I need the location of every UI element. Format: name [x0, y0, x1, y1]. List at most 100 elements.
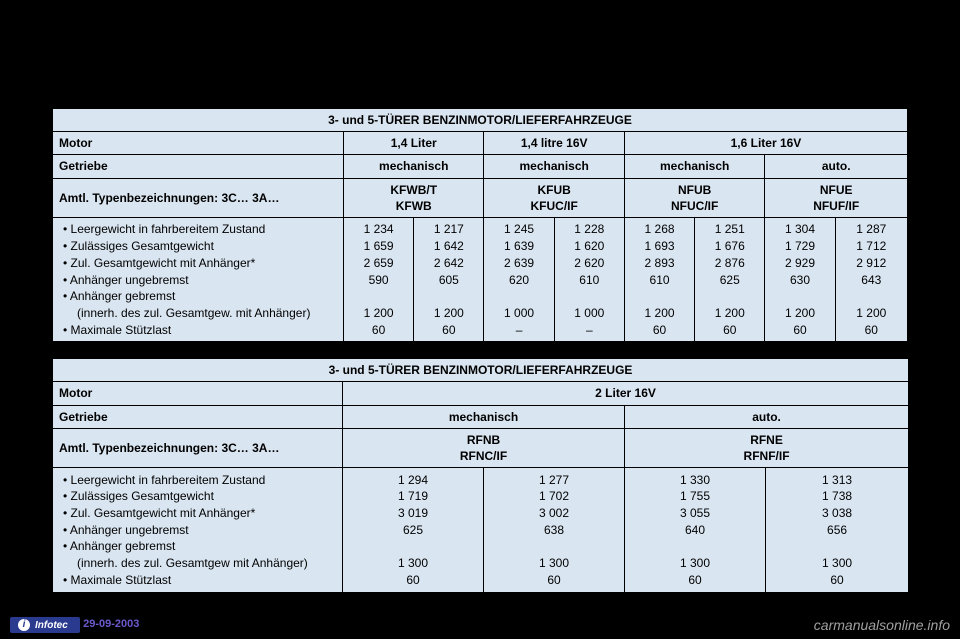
badge-text: Infotec	[35, 620, 68, 631]
cell: 610	[631, 272, 688, 288]
type-line: KFWB	[396, 199, 432, 213]
cell: 1 702	[490, 488, 618, 504]
cell: 1 000	[561, 305, 618, 321]
bullet-item: • Anhänger gebremst	[63, 538, 336, 554]
type-val: NFUE NFUF/IF	[765, 178, 908, 217]
cell: 3 038	[772, 505, 902, 521]
gear-val: auto.	[625, 405, 909, 428]
bullet-item: • Leergewicht in fahrbereitem Zustand	[63, 472, 336, 488]
cell: 1 642	[420, 238, 477, 254]
cell: 620	[490, 272, 547, 288]
cell: 60	[350, 322, 407, 338]
motor-label: Motor	[53, 132, 344, 155]
cell: 1 000	[490, 305, 547, 321]
cell: 1 228	[561, 221, 618, 237]
type-val: RFNE RFNF/IF	[625, 428, 909, 467]
cell: 643	[842, 272, 901, 288]
cell: 60	[420, 322, 477, 338]
value-col: 1 277 1 702 3 002 638 1 300 60	[484, 468, 625, 592]
cell: 2 876	[701, 255, 758, 271]
spec-table-b: 3- und 5-TÜRER BENZINMOTOR/LIEFERFAHRZEU…	[52, 358, 909, 592]
cell: 1 712	[842, 238, 901, 254]
cell: 60	[490, 572, 618, 588]
table-a-title: 3- und 5-TÜRER BENZINMOTOR/LIEFERFAHRZEU…	[53, 109, 908, 132]
cell: 590	[350, 272, 407, 288]
type-val: RFNB RFNC/IF	[343, 428, 625, 467]
cell: 1 659	[350, 238, 407, 254]
cell: 1 719	[349, 488, 477, 504]
cell: 1 277	[490, 472, 618, 488]
footer-left: i Infotec 29-09-2003	[10, 616, 139, 633]
type-line: KFWB/T	[390, 183, 437, 197]
motor-val: 2 Liter 16V	[343, 382, 909, 405]
cell: 2 893	[631, 255, 688, 271]
spec-bullets: • Leergewicht in fahrbereitem Zustand • …	[53, 217, 344, 341]
cell: 1 300	[490, 555, 618, 571]
motor-label: Motor	[53, 382, 343, 405]
value-col: 1 217 1 642 2 642 605 1 200 60	[414, 217, 484, 341]
table-b-title: 3- und 5-TÜRER BENZINMOTOR/LIEFERFAHRZEU…	[53, 359, 909, 382]
gear-val: mechanisch	[624, 155, 764, 178]
type-label: Amtl. Typenbezeichnungen: 3C… 3A…	[53, 428, 343, 467]
cell: 1 330	[631, 472, 759, 488]
cell: 640	[631, 522, 759, 538]
cell: 1 217	[420, 221, 477, 237]
cell: 1 304	[771, 221, 828, 237]
cell: 1 676	[701, 238, 758, 254]
cell: 1 268	[631, 221, 688, 237]
bullet-item: (innerh. des zul. Gesamtgew. mit Anhänge…	[63, 305, 337, 321]
cell: 610	[561, 272, 618, 288]
cell: 1 251	[701, 221, 758, 237]
type-line: NFUB	[678, 183, 711, 197]
spec-table-a: 3- und 5-TÜRER BENZINMOTOR/LIEFERFAHRZEU…	[52, 108, 908, 342]
cell: 1 738	[772, 488, 902, 504]
cell: 1 755	[631, 488, 759, 504]
value-col: 1 287 1 712 2 912 643 1 200 60	[835, 217, 907, 341]
cell: 2 912	[842, 255, 901, 271]
infotec-badge: i Infotec	[10, 617, 80, 633]
type-line: NFUC/IF	[671, 199, 718, 213]
gear-val: auto.	[765, 155, 908, 178]
gear-val: mechanisch	[484, 155, 624, 178]
value-col: 1 234 1 659 2 659 590 1 200 60	[343, 217, 413, 341]
cell: 1 245	[490, 221, 547, 237]
type-line: NFUE	[820, 183, 853, 197]
info-icon: i	[18, 619, 30, 631]
cell: 2 659	[350, 255, 407, 271]
bullet-item: • Maximale Stützlast	[63, 572, 336, 588]
cell: 630	[771, 272, 828, 288]
cell: 3 055	[631, 505, 759, 521]
cell: 2 620	[561, 255, 618, 271]
type-line: RFNF/IF	[744, 449, 790, 463]
bullet-item: • Zulässiges Gesamtgewicht	[63, 238, 337, 254]
value-col: 1 268 1 693 2 893 610 1 200 60	[624, 217, 694, 341]
cell: 2 929	[771, 255, 828, 271]
motor-val: 1,4 Liter	[343, 132, 483, 155]
type-line: KFUB	[538, 183, 571, 197]
cell: 638	[490, 522, 618, 538]
motor-val: 1,4 litre 16V	[484, 132, 624, 155]
cell: 60	[349, 572, 477, 588]
type-line: KFUC/IF	[531, 199, 578, 213]
cell: 1 200	[350, 305, 407, 321]
cell: 1 294	[349, 472, 477, 488]
value-col: 1 245 1 639 2 639 620 1 000 –	[484, 217, 554, 341]
spec-bullets: • Leergewicht in fahrbereitem Zustand • …	[53, 468, 343, 592]
cell: 1 639	[490, 238, 547, 254]
cell: 1 693	[631, 238, 688, 254]
cell: 605	[420, 272, 477, 288]
bullet-item: • Zul. Gesamtgewicht mit Anhänger*	[63, 505, 336, 521]
cell: 1 200	[420, 305, 477, 321]
cell: 1 200	[842, 305, 901, 321]
cell: 1 300	[349, 555, 477, 571]
cell: 1 300	[772, 555, 902, 571]
cell: 1 287	[842, 221, 901, 237]
bullet-item: • Zul. Gesamtgewicht mit Anhänger*	[63, 255, 337, 271]
cell: 1 313	[772, 472, 902, 488]
cell: 60	[772, 572, 902, 588]
type-label: Amtl. Typenbezeichnungen: 3C… 3A…	[53, 178, 344, 217]
gear-val: mechanisch	[343, 155, 483, 178]
cell: –	[490, 322, 547, 338]
type-line: NFUF/IF	[813, 199, 859, 213]
type-val: KFWB/T KFWB	[343, 178, 483, 217]
